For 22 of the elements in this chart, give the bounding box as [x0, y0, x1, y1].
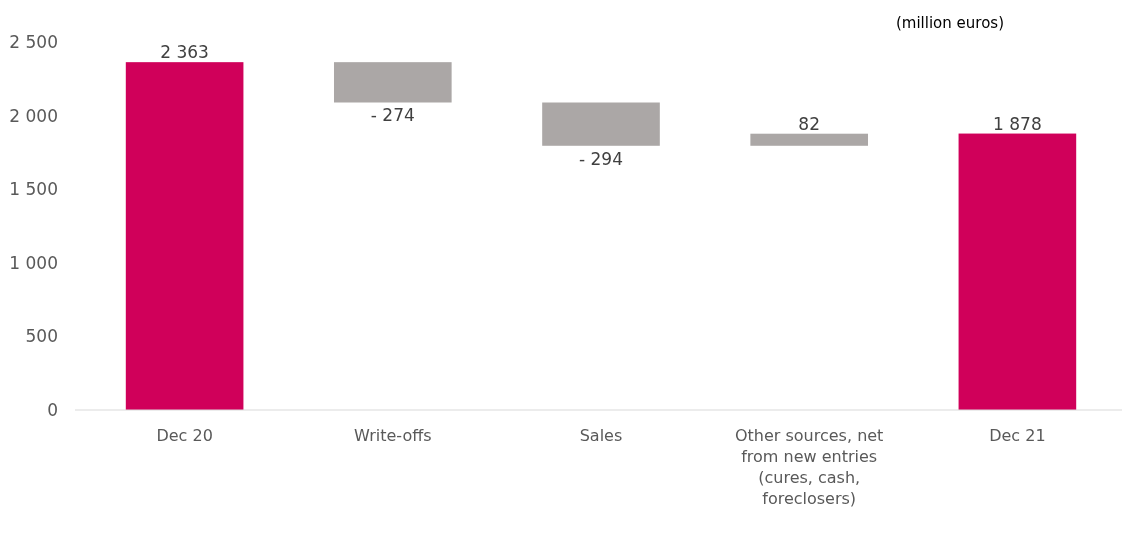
- y-tick-label: 1 000: [9, 252, 58, 273]
- x-tick-label: Dec 21: [989, 426, 1046, 445]
- x-tick-label: Sales: [579, 426, 623, 445]
- bar: [125, 62, 244, 410]
- y-tick-label: 2 000: [9, 105, 58, 126]
- data-label: - 294: [579, 148, 623, 169]
- x-tick-label: Dec 20: [156, 426, 213, 445]
- bar: [333, 62, 452, 103]
- data-label: 2 363: [160, 42, 209, 63]
- data-label: - 274: [370, 105, 415, 126]
- y-tick-label: 500: [25, 326, 58, 347]
- data-label: 1 878: [993, 113, 1042, 134]
- bar: [750, 133, 869, 146]
- bar: [958, 133, 1077, 410]
- x-tick-label: Write-offs: [354, 426, 432, 445]
- y-tick-label: 2 500: [9, 32, 58, 52]
- x-tick-label: Other sources, net from new entries (cures, cash, foreclosers): [734, 426, 884, 508]
- y-tick-label: 1 500: [9, 179, 58, 200]
- bar: [542, 102, 660, 146]
- y-tick-label: 0: [47, 400, 58, 420]
- data-label: 82: [798, 113, 821, 134]
- text: (million euros): [895, 14, 1004, 32]
